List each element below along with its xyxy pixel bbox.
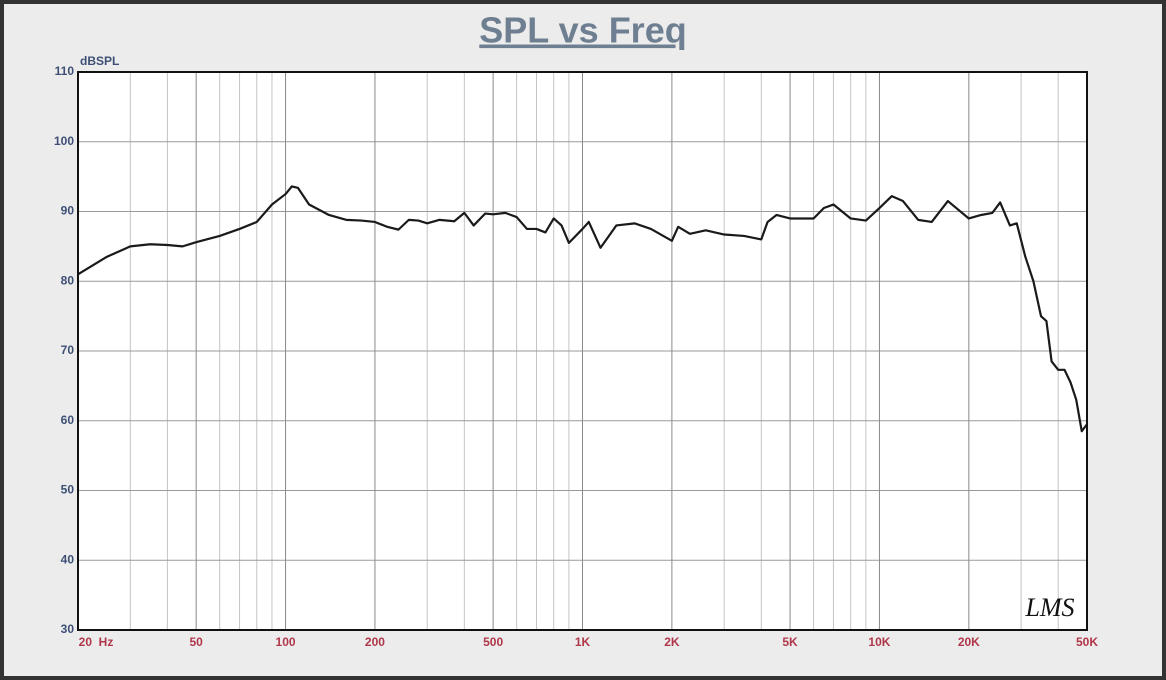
x-tick-label: 50K [1076, 635, 1098, 649]
x-tick-label: 2K [664, 635, 680, 649]
logo: LMS [1024, 593, 1074, 622]
y-tick-label: 70 [61, 343, 75, 357]
y-tick-label: 30 [61, 622, 75, 636]
x-tick-label: 500 [483, 635, 503, 649]
x-tick-label: 200 [365, 635, 385, 649]
x-tick-label: 10K [868, 635, 890, 649]
plot [77, 185, 1088, 433]
y-tick-label: 50 [61, 483, 75, 497]
y-tick-label: 110 [55, 64, 75, 78]
grid [77, 71, 1088, 631]
x-tick-label: 20K [958, 635, 980, 649]
x-tick-label: 5K [782, 635, 798, 649]
x-tick-label: 20 Hz [79, 635, 114, 649]
y-tick-label: 100 [54, 134, 74, 148]
y-tick-label: 40 [61, 552, 75, 566]
y-tick-label: 90 [61, 204, 75, 218]
x-tick-label: 100 [276, 635, 296, 649]
x-tick-label: 50 [189, 635, 203, 649]
plot-border [77, 71, 1088, 631]
chart-title: SPL vs Freq [479, 10, 686, 51]
y-tick-label: 80 [61, 273, 75, 287]
x-tick-label: 1K [575, 635, 591, 649]
series-line [77, 185, 1088, 433]
y-tick-label: 60 [61, 413, 75, 427]
y-axis-label: dBSPL [80, 54, 119, 68]
